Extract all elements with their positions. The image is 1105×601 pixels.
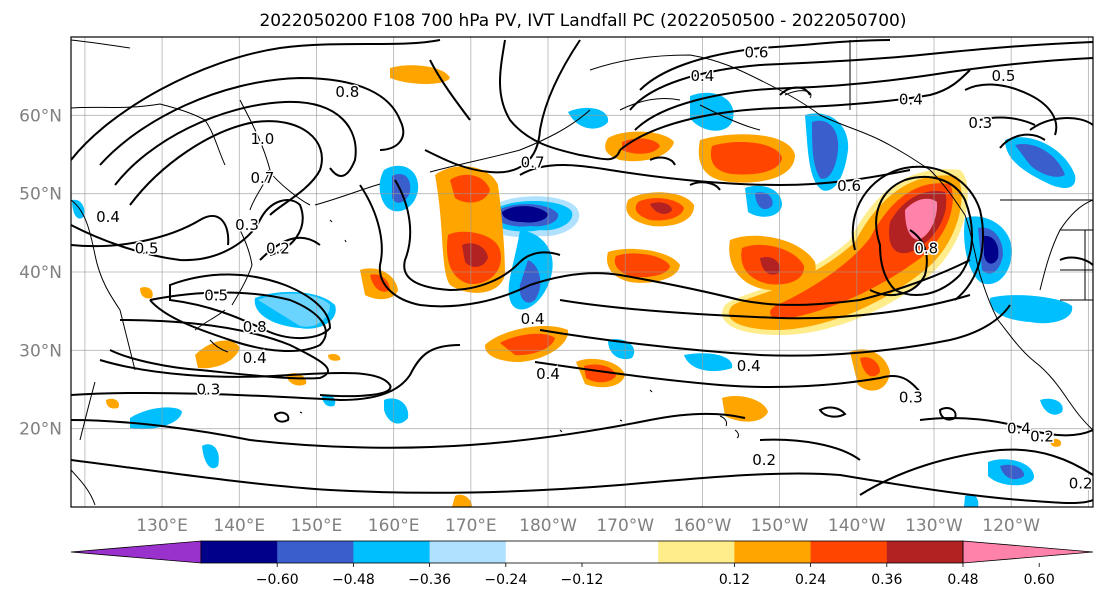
pv-contours	[71, 39, 1093, 505]
contour-value-label: 0.3	[968, 114, 992, 132]
colorbar: −0.60 −0.48 −0.36 −0.24 −0.12 0.12 0.24 0.36 0.4…	[70, 540, 1094, 588]
longitude-label: 160°E	[368, 516, 420, 536]
pacific-atolls	[299, 219, 653, 433]
colorbar-tick-label: −0.60	[256, 572, 299, 588]
colorbar-tick-label: 0.24	[795, 572, 826, 588]
colorbar-segment	[429, 541, 507, 563]
figure-title: 2022050200 F108 700 hPa PV, IVT Landfall…	[259, 11, 906, 31]
contour-value-label: 0.3	[899, 388, 923, 406]
colorbar-segment	[277, 541, 354, 563]
colorbar-tick-label: −0.12	[561, 572, 604, 588]
hawaii-islands	[719, 415, 739, 439]
contour-value-label: 0.8	[243, 318, 267, 336]
colorbar-extend-low	[70, 540, 202, 564]
latitude-label: 20°N	[19, 420, 62, 440]
latitude-label: 40°N	[19, 263, 62, 283]
longitude-label: 170°W	[596, 516, 654, 536]
contour-value-label: 0.4	[521, 310, 545, 328]
longitude-label: 160°W	[674, 516, 732, 536]
colorbar-segment	[353, 541, 431, 563]
contour-value-label: 0.2	[1030, 428, 1054, 446]
contour-value-label: 0.5	[992, 67, 1016, 85]
contour-value-label: 0.6	[837, 177, 861, 195]
colorbar-segment	[582, 541, 659, 563]
latitude-label: 30°N	[19, 341, 62, 361]
contour-value-label: 0.4	[1007, 420, 1031, 438]
longitude-labels: 130°E 140°E 150°E 160°E 170°E 180°W 170°W 160°W…	[136, 516, 1040, 536]
colorbar-tick-label: −0.36	[408, 572, 451, 588]
colorbar-tick-label: 0.60	[1024, 572, 1055, 588]
longitude-label: 150°E	[291, 516, 343, 536]
contour-value-label: 0.4	[536, 365, 560, 383]
colorbar-extend-high	[962, 540, 1094, 564]
colorbar-segment	[658, 541, 735, 563]
contour-value-label: 0.4	[243, 349, 267, 367]
contour-value-label: 0.4	[690, 67, 714, 85]
colorbar-segment	[505, 541, 583, 563]
graticule	[71, 37, 1093, 507]
longitude-label: 140°E	[213, 516, 265, 536]
colorbar-tick-label: 0.36	[871, 572, 902, 588]
canada-borders	[1000, 199, 1093, 301]
longitude-label: 150°W	[751, 516, 809, 536]
longitude-label: 170°E	[445, 516, 497, 536]
longitude-label: 140°W	[828, 516, 886, 536]
contour-value-label: 0.8	[335, 83, 359, 101]
contour-value-label: 0.3	[196, 381, 220, 399]
contour-value-label: 0.3	[235, 216, 259, 234]
colorbar-segment	[810, 541, 888, 563]
colorbar-tick-label: 0.12	[719, 572, 750, 588]
colorbar-segment	[201, 541, 278, 563]
alaska-coastline	[589, 40, 931, 171]
contour-labels: 0.81.00.70.30.20.40.50.50.80.40.30.70.40…	[95, 42, 1094, 494]
longitude-label: 120°W	[982, 516, 1040, 536]
latitude-labels: 60°N 50°N 40°N 30°N 20°N	[19, 106, 62, 439]
contour-value-label: 0.7	[251, 169, 275, 187]
map-frame	[70, 36, 1094, 508]
latitude-label: 50°N	[19, 185, 62, 205]
contour-value-label: 0.4	[737, 357, 761, 375]
pv-positive-anomaly	[106, 65, 1062, 507]
longitude-label: 180°W	[519, 516, 577, 536]
colorbar-tick-label: −0.48	[332, 572, 375, 588]
contour-value-label: 0.2	[1069, 475, 1093, 493]
colorbar-tick-label: 0.48	[947, 572, 978, 588]
colorbar-tick-label: −0.24	[484, 572, 527, 588]
contour-value-label: 0.7	[521, 153, 545, 171]
contour-value-label: 0.8	[914, 240, 938, 258]
map-panel: 0.81.00.70.30.20.40.50.50.80.40.30.70.40…	[70, 36, 1094, 508]
colorbar-segment	[886, 541, 964, 563]
contour-value-label: 0.4	[899, 91, 923, 109]
contour-value-label: 0.5	[135, 240, 159, 258]
longitude-label: 130°W	[905, 516, 963, 536]
contour-value-label: 0.4	[96, 208, 120, 226]
contour-value-label: 0.2	[752, 451, 776, 469]
contour-value-label: 0.2	[266, 240, 290, 258]
longitude-label: 130°E	[136, 516, 188, 536]
latitude-label: 60°N	[19, 106, 62, 126]
contour-value-label: 1.0	[251, 130, 275, 148]
colorbar-segment	[734, 541, 812, 563]
contour-value-label: 0.6	[745, 44, 769, 62]
contour-value-label: 0.5	[204, 287, 228, 305]
kamchatka-coastline	[239, 99, 311, 211]
